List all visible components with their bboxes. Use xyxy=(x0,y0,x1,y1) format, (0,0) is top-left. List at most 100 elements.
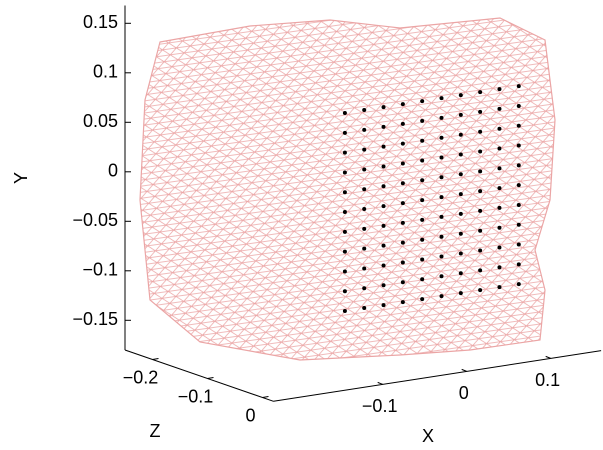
point xyxy=(497,285,502,290)
point xyxy=(400,240,405,245)
point xyxy=(342,190,347,195)
mesh-surface xyxy=(139,17,556,361)
point xyxy=(478,268,483,273)
point xyxy=(342,170,347,175)
x-tick-label: 0.1 xyxy=(535,370,560,390)
point xyxy=(381,105,386,110)
point xyxy=(381,184,386,189)
point xyxy=(439,135,444,140)
point xyxy=(478,248,483,253)
x-axis xyxy=(273,350,602,402)
point xyxy=(362,187,367,192)
point xyxy=(400,141,405,146)
point xyxy=(516,183,521,188)
point xyxy=(342,289,347,294)
point xyxy=(516,282,521,287)
point xyxy=(458,251,463,256)
point xyxy=(400,201,405,206)
z-tick xyxy=(262,396,269,398)
point xyxy=(458,211,463,216)
point xyxy=(497,205,502,210)
point xyxy=(516,143,521,148)
point xyxy=(420,237,425,242)
point xyxy=(362,108,367,113)
point xyxy=(478,129,483,134)
point xyxy=(400,300,405,305)
y-tick-label: 0 xyxy=(108,161,118,181)
y-tick-label: −0.05 xyxy=(72,210,118,230)
point xyxy=(439,155,444,160)
point xyxy=(362,127,367,132)
point xyxy=(400,181,405,186)
point xyxy=(381,124,386,129)
point xyxy=(439,175,444,180)
point xyxy=(420,217,425,222)
z-tick-label: −0.1 xyxy=(178,386,214,406)
point xyxy=(458,192,463,197)
point xyxy=(478,109,483,114)
point xyxy=(497,225,502,230)
point xyxy=(458,152,463,157)
point xyxy=(478,149,483,154)
point xyxy=(478,228,483,233)
point xyxy=(400,121,405,126)
point xyxy=(516,202,521,207)
point xyxy=(516,262,521,267)
point xyxy=(400,102,405,107)
point xyxy=(497,265,502,270)
point xyxy=(420,99,425,104)
point xyxy=(439,96,444,101)
point xyxy=(497,146,502,151)
point xyxy=(516,242,521,247)
point xyxy=(381,164,386,169)
z-tick xyxy=(152,358,159,360)
point xyxy=(381,144,386,149)
x-axis-label: X xyxy=(422,426,434,446)
point xyxy=(381,223,386,228)
point xyxy=(342,150,347,155)
point xyxy=(439,274,444,279)
point xyxy=(478,208,483,213)
point xyxy=(439,195,444,200)
point xyxy=(497,126,502,131)
point xyxy=(362,167,367,172)
point xyxy=(342,210,347,215)
point xyxy=(420,178,425,183)
point xyxy=(458,291,463,296)
point xyxy=(458,271,463,276)
y-tick-label: 0.05 xyxy=(83,111,118,131)
point xyxy=(458,93,463,98)
point xyxy=(362,246,367,251)
y-tick-label: −0.15 xyxy=(72,309,118,329)
point xyxy=(516,84,521,89)
point xyxy=(362,306,367,311)
point xyxy=(342,269,347,274)
point xyxy=(458,112,463,117)
point xyxy=(439,214,444,219)
y-tick-label: 0.1 xyxy=(93,62,118,82)
y-tick-label: −0.1 xyxy=(82,260,118,280)
point xyxy=(420,257,425,262)
point xyxy=(362,226,367,231)
x-tick xyxy=(377,381,383,385)
point xyxy=(420,297,425,302)
point xyxy=(420,198,425,203)
y-axis-label: Y xyxy=(11,172,31,184)
point xyxy=(439,234,444,239)
point xyxy=(478,90,483,95)
point xyxy=(400,280,405,285)
point xyxy=(381,204,386,209)
point xyxy=(400,260,405,265)
point xyxy=(362,286,367,291)
x-tick-label: −0.1 xyxy=(362,396,398,416)
z-axis-label: Z xyxy=(150,421,161,441)
point xyxy=(420,118,425,123)
point xyxy=(516,123,521,128)
point xyxy=(478,288,483,293)
point xyxy=(342,309,347,314)
point xyxy=(497,245,502,250)
point xyxy=(362,207,367,212)
point xyxy=(342,130,347,135)
point xyxy=(400,220,405,225)
